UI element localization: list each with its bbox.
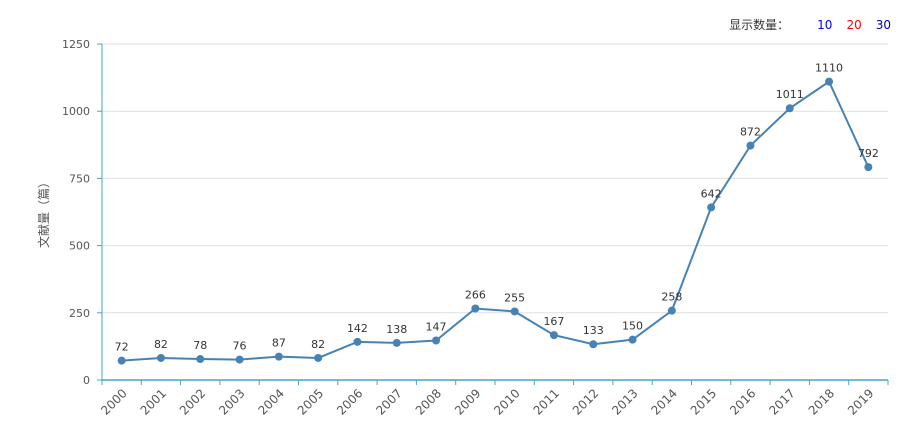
data-point-2017: [785, 104, 794, 113]
x-tick-label-2018: 2018: [806, 386, 837, 417]
series-line-0: [121, 80, 870, 362]
data-point-2019: [864, 163, 873, 172]
x-tick-label-2017: 2017: [766, 386, 797, 417]
x-tick-label-2003: 2003: [216, 386, 247, 417]
x-tick-label-2004: 2004: [255, 386, 286, 417]
data-label-2007: 138: [386, 323, 407, 336]
x-tick-label-2005: 2005: [295, 386, 326, 417]
data-point-2005: [314, 353, 323, 362]
data-point-2009: [471, 304, 480, 313]
y-tick-label-750: 750: [69, 172, 90, 185]
data-point-2008: [432, 336, 441, 345]
data-point-2004: [274, 352, 283, 361]
data-point-2012: [589, 340, 598, 349]
data-point-2016: [746, 141, 755, 150]
x-tick-label-2006: 2006: [334, 386, 365, 417]
data-point-2015: [707, 203, 716, 212]
x-tick-label-2009: 2009: [452, 386, 483, 417]
data-label-2014: 258: [661, 291, 682, 304]
data-label-2019: 792: [858, 147, 879, 160]
data-point-2006: [353, 337, 362, 346]
y-tick-label-250: 250: [69, 307, 90, 320]
data-label-2008: 147: [426, 320, 447, 333]
x-tick-label-2002: 2002: [177, 386, 208, 417]
data-point-2002: [196, 355, 205, 364]
x-tick-label-2012: 2012: [570, 386, 601, 417]
x-tick-label-2000: 2000: [98, 386, 129, 417]
data-point-2018: [825, 77, 834, 86]
data-label-2016: 872: [740, 126, 761, 139]
x-tick-label-2014: 2014: [648, 386, 679, 417]
x-tick-label-2015: 2015: [688, 386, 719, 417]
y-tick-label-500: 500: [69, 240, 90, 253]
y-axis-title: 文献量（篇）: [36, 176, 51, 248]
x-tick-label-2011: 2011: [531, 386, 562, 417]
x-tick-label-2019: 2019: [845, 386, 876, 417]
data-label-2009: 266: [465, 288, 486, 301]
display-count-bar: 显示数量： 10 20 30: [729, 16, 891, 33]
data-point-2000: [117, 356, 126, 365]
data-label-2011: 167: [543, 315, 564, 328]
data-label-2013: 150: [622, 320, 643, 333]
display-count-option-20[interactable]: 20: [846, 17, 862, 32]
x-tick-label-2016: 2016: [727, 386, 758, 417]
data-point-2001: [156, 353, 165, 362]
display-count-option-30[interactable]: 30: [875, 17, 891, 32]
data-label-2018: 1110: [815, 62, 843, 75]
y-tick-label-0: 0: [83, 374, 90, 387]
data-label-2006: 142: [347, 322, 368, 335]
data-label-2005: 82: [311, 338, 325, 351]
data-label-2017: 1011: [776, 88, 804, 101]
x-tick-label-2013: 2013: [609, 386, 640, 417]
data-label-2000: 72: [115, 341, 129, 354]
y-tick-label-1000: 1000: [62, 105, 90, 118]
data-point-2011: [549, 331, 558, 340]
display-count-label: 显示数量：: [729, 18, 790, 32]
data-label-2002: 78: [193, 339, 207, 352]
data-label-2004: 87: [272, 337, 286, 350]
data-label-2012: 133: [583, 324, 604, 337]
data-point-2003: [235, 355, 244, 364]
data-point-2013: [628, 335, 637, 344]
x-tick-label-2001: 2001: [138, 386, 169, 417]
x-tick-label-2010: 2010: [491, 386, 522, 417]
data-label-2015: 642: [701, 187, 722, 200]
x-tick-label-2008: 2008: [413, 386, 444, 417]
data-point-2007: [392, 338, 401, 347]
data-point-2014: [667, 306, 676, 315]
y-tick-label-1250: 1250: [62, 38, 90, 51]
data-point-2010: [510, 307, 519, 316]
display-count-option-10[interactable]: 10: [817, 17, 833, 32]
data-label-2003: 76: [233, 340, 247, 353]
data-label-2010: 255: [504, 291, 525, 304]
x-tick-label-2007: 2007: [373, 386, 404, 417]
data-label-2001: 82: [154, 338, 168, 351]
